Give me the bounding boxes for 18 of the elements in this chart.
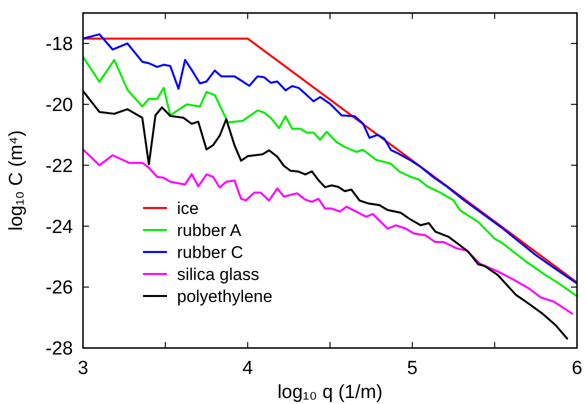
- x-tick-label: 6: [572, 358, 582, 379]
- legend-label: rubber C: [177, 242, 244, 262]
- legend-label: polyethylene: [177, 286, 272, 306]
- legend-label: rubber A: [177, 220, 242, 240]
- legend-label: silica glass: [177, 264, 260, 284]
- y-axis-title: log₁₀ C (m⁴): [6, 130, 27, 231]
- y-tick-label: -24: [46, 216, 74, 238]
- y-tick-label: -22: [46, 156, 73, 177]
- x-tick-label: 3: [78, 358, 88, 379]
- y-tick-label: -20: [46, 95, 73, 116]
- x-axis-title: log₁₀ q (1/m): [277, 382, 383, 403]
- legend-label: ice: [177, 198, 199, 218]
- y-tick-label: -28: [46, 338, 73, 360]
- y-tick-label: -18: [46, 34, 73, 56]
- y-tick-label: -26: [46, 278, 73, 299]
- line-series: [83, 148, 574, 315]
- x-tick-label: 5: [407, 358, 418, 379]
- x-tick-label: 4: [242, 358, 254, 379]
